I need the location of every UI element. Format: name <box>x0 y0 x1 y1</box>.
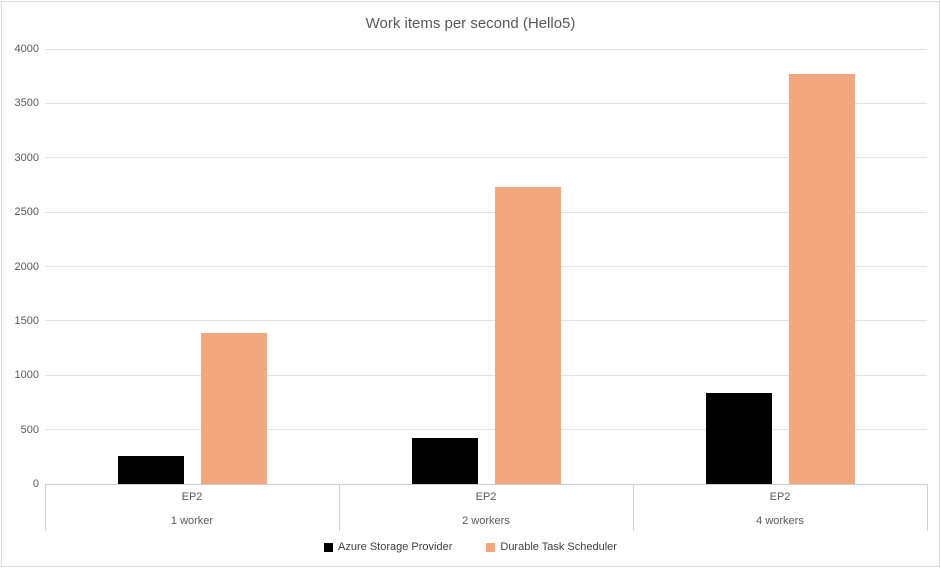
legend-swatch-icon <box>324 542 334 552</box>
x-axis-line <box>45 484 927 485</box>
y-gridline <box>45 429 927 431</box>
category-separator <box>633 484 634 531</box>
y-gridline <box>45 266 927 267</box>
bar <box>788 74 855 484</box>
bar <box>494 187 561 484</box>
y-gridline <box>45 374 927 376</box>
category-label-secondary: 2 workers <box>462 515 510 527</box>
category-separator <box>339 484 340 531</box>
y-tick-label: 2000 <box>14 260 39 273</box>
y-tick-label: 1000 <box>14 369 39 382</box>
bar <box>705 392 772 484</box>
category-label-primary: EP2 <box>475 491 497 503</box>
y-tick-label: 4000 <box>14 43 39 55</box>
category-separator <box>45 484 46 531</box>
y-gridline <box>45 320 927 322</box>
chart-legend: Azure Storage Provider Durable Task Sched… <box>2 541 939 553</box>
y-gridline <box>45 157 927 159</box>
bar <box>411 438 478 484</box>
y-gridline <box>45 102 927 104</box>
y-tick-label: 2500 <box>14 206 39 219</box>
y-tick-label: 3000 <box>14 151 39 164</box>
y-gridline <box>45 211 927 213</box>
y-gridline <box>45 48 927 50</box>
category-label-secondary: 4 workers <box>756 515 804 527</box>
y-tick-label: 1500 <box>14 314 39 327</box>
legend-label: Azure Storage Provider <box>338 541 453 553</box>
legend-item: Durable Task Scheduler <box>486 541 617 553</box>
category-label-primary: EP2 <box>769 491 791 503</box>
category-separator <box>927 484 928 531</box>
category-label-secondary: 1 worker <box>170 515 214 527</box>
y-tick-label: 3500 <box>14 97 39 110</box>
legend-swatch-icon <box>486 542 496 552</box>
bar <box>200 332 267 484</box>
y-tick-label: 0 <box>32 478 39 490</box>
legend-item: Azure Storage Provider <box>324 541 452 553</box>
category-label-primary: EP2 <box>181 491 203 503</box>
y-tick-label: 500 <box>20 423 39 436</box>
bar <box>117 455 184 484</box>
chart-title: Work items per second (Hello5) <box>365 15 576 32</box>
legend-label: Durable Task Scheduler <box>500 541 617 553</box>
